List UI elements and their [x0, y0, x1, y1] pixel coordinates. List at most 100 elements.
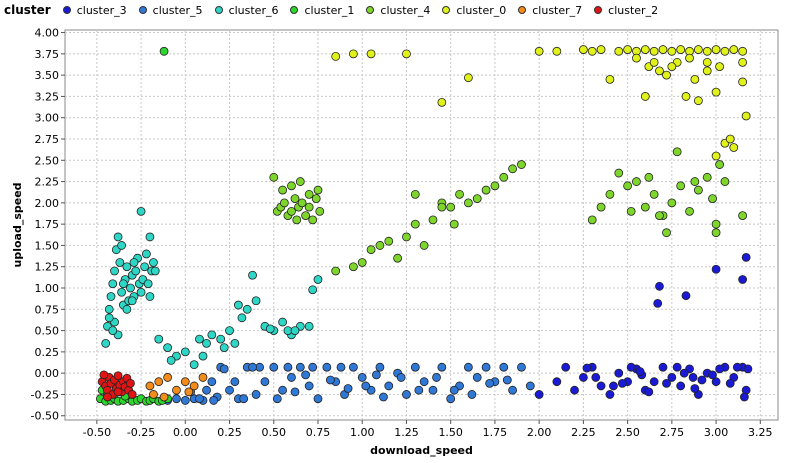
point-cluster-6 — [149, 258, 158, 267]
point-cluster-5 — [348, 362, 358, 372]
point-cluster-0 — [729, 143, 739, 152]
point-cluster-5 — [172, 394, 181, 404]
x-tick-label: -0.50 — [83, 426, 111, 439]
legend-item-cluster-6[interactable]: cluster_6 — [214, 4, 278, 17]
point-cluster-0 — [463, 73, 473, 83]
x-tick-label: 0.00 — [173, 426, 198, 439]
point-cluster-0 — [632, 53, 641, 63]
legend-label: cluster_0 — [456, 3, 507, 17]
point-cluster-4 — [375, 241, 385, 250]
point-cluster-0 — [715, 62, 725, 72]
point-cluster-6 — [202, 338, 211, 348]
point-cluster-0 — [711, 87, 721, 97]
point-cluster-0 — [348, 49, 358, 59]
point-cluster-5 — [428, 385, 438, 395]
point-cluster-5 — [322, 362, 332, 372]
x-tick-label: 3.25 — [748, 426, 773, 439]
x-axis-label: download_speed — [370, 444, 473, 457]
point-cluster-6 — [101, 338, 111, 348]
point-cluster-5 — [336, 362, 346, 372]
legend-label: cluster_5 — [152, 3, 203, 17]
point-cluster-5 — [449, 385, 459, 395]
point-cluster-6 — [313, 275, 323, 284]
point-cluster-3 — [711, 377, 721, 387]
point-cluster-5 — [410, 362, 420, 372]
point-cluster-6 — [110, 266, 119, 276]
point-cluster-3 — [732, 362, 742, 372]
legend-item-cluster-7[interactable]: cluster_7 — [518, 4, 582, 17]
point-cluster-3 — [534, 390, 544, 399]
point-cluster-4 — [455, 189, 464, 199]
point-cluster-2 — [113, 387, 123, 397]
point-cluster-3 — [635, 367, 645, 376]
legend-item-cluster-4[interactable]: cluster_4 — [366, 4, 430, 17]
point-cluster-5 — [301, 370, 311, 380]
legend-swatch — [366, 6, 375, 14]
point-cluster-4 — [596, 202, 606, 212]
point-cluster-5 — [463, 362, 473, 372]
point-cluster-3 — [676, 381, 686, 391]
y-tick-label: 2.25 — [35, 176, 60, 189]
legend-item-cluster-1[interactable]: cluster_1 — [290, 4, 354, 17]
legend-title: cluster — [4, 3, 51, 17]
point-cluster-6 — [126, 283, 135, 293]
point-cluster-2 — [113, 371, 123, 381]
point-cluster-4 — [279, 198, 289, 208]
point-cluster-6 — [127, 296, 137, 306]
point-cluster-5 — [287, 373, 296, 382]
point-cluster-0 — [366, 49, 376, 59]
point-cluster-4 — [738, 211, 748, 221]
point-cluster-7 — [159, 392, 169, 402]
legend-swatch — [290, 6, 299, 14]
legend: cluster cluster_3 cluster_5 cluster_6 clust… — [4, 2, 670, 18]
legend-item-cluster-2[interactable]: cluster_2 — [594, 4, 658, 17]
point-cluster-4 — [508, 164, 518, 174]
point-cluster-4 — [690, 177, 700, 186]
point-cluster-4 — [287, 206, 296, 216]
legend-item-cluster-5[interactable]: cluster_5 — [138, 3, 203, 17]
point-cluster-4 — [313, 185, 323, 195]
point-cluster-3 — [708, 370, 717, 380]
point-cluster-3 — [711, 264, 721, 274]
point-cluster-0 — [402, 49, 411, 59]
point-cluster-6 — [145, 292, 155, 301]
y-tick-label: 1.75 — [35, 218, 60, 231]
point-cluster-3 — [578, 373, 588, 382]
point-cluster-3 — [649, 377, 659, 387]
y-tick-label: 3.50 — [35, 69, 60, 82]
legend-item-cluster-3[interactable]: cluster_3 — [62, 4, 127, 17]
point-cluster-6 — [166, 355, 176, 365]
point-cluster-2 — [126, 378, 135, 388]
point-cluster-0 — [720, 46, 730, 56]
point-cluster-0 — [605, 74, 615, 84]
point-cluster-5 — [239, 394, 249, 404]
point-cluster-0 — [702, 66, 712, 76]
point-cluster-6 — [163, 343, 173, 353]
y-tick-label: -0.50 — [31, 410, 59, 423]
point-cluster-4 — [685, 206, 694, 216]
point-cluster-5 — [375, 362, 385, 372]
point-cluster-5 — [396, 373, 406, 382]
point-cluster-4 — [623, 181, 633, 191]
point-cluster-5 — [499, 362, 509, 372]
point-cluster-2 — [127, 390, 137, 399]
point-cluster-4 — [715, 160, 725, 169]
point-cluster-0 — [690, 74, 700, 84]
point-cluster-5 — [379, 392, 388, 402]
point-cluster-7 — [149, 390, 158, 399]
y-tick-label: 0.00 — [35, 367, 60, 380]
point-cluster-0 — [587, 46, 597, 56]
x-tick-label: 0.50 — [262, 426, 287, 439]
y-tick-label: 2.75 — [35, 133, 60, 146]
point-cluster-6 — [117, 241, 127, 250]
point-cluster-3 — [658, 362, 668, 372]
x-tick-label: 0.75 — [306, 426, 331, 439]
y-tick-label: 1.00 — [35, 282, 60, 295]
point-cluster-4 — [693, 185, 703, 195]
legend-item-cluster-0[interactable]: cluster_0 — [442, 4, 506, 17]
x-tick-label: 1.75 — [483, 426, 508, 439]
y-tick-label: 1.50 — [35, 239, 60, 252]
point-cluster-0 — [729, 45, 739, 54]
point-cluster-3 — [690, 384, 700, 393]
point-cluster-0 — [655, 66, 664, 76]
